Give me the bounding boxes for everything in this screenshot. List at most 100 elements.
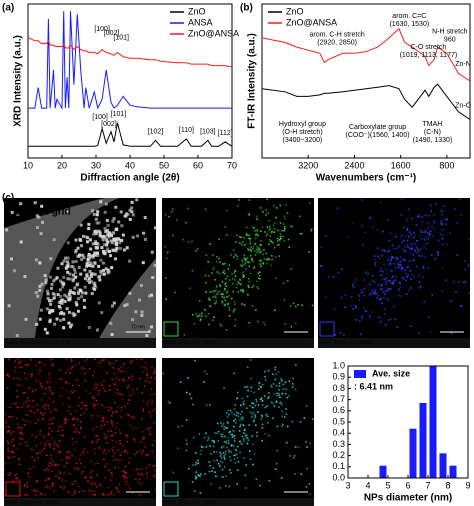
signal-dot xyxy=(48,388,51,391)
signal-dot xyxy=(208,313,210,315)
signal-dot xyxy=(244,258,246,260)
signal-dot xyxy=(47,432,50,435)
signal-dot xyxy=(127,384,130,387)
signal-dot xyxy=(306,467,308,470)
signal-dot xyxy=(110,415,113,417)
scale-label: 70 nm xyxy=(289,484,303,490)
signal-dot xyxy=(63,465,66,468)
signal-dot xyxy=(232,249,235,252)
signal-dot xyxy=(154,469,156,472)
signal-dot xyxy=(436,251,439,253)
signal-dot xyxy=(247,248,249,250)
signal-dot xyxy=(434,258,437,260)
signal-dot xyxy=(57,430,60,432)
signal-dot xyxy=(428,214,430,217)
signal-dot xyxy=(285,441,288,444)
signal-dot xyxy=(241,290,243,292)
annotation: Hydroxyl group xyxy=(279,121,326,128)
signal-dot xyxy=(88,281,92,285)
signal-dot xyxy=(118,393,121,395)
x-tick-label: 10 xyxy=(23,160,33,170)
signal-dot xyxy=(98,234,102,238)
signal-dot xyxy=(429,330,432,333)
signal-dot xyxy=(94,383,97,385)
signal-dot xyxy=(150,376,152,379)
signal-dot xyxy=(360,289,363,292)
signal-dot xyxy=(201,446,203,448)
signal-dot xyxy=(14,402,16,405)
signal-dot xyxy=(108,385,111,387)
signal-dot xyxy=(209,464,211,467)
signal-dot xyxy=(399,295,402,297)
signal-dot xyxy=(72,277,76,281)
signal-dot xyxy=(64,417,67,419)
signal-dot xyxy=(46,467,49,470)
signal-dot xyxy=(433,220,436,223)
signal-dot xyxy=(224,435,227,438)
signal-dot xyxy=(208,298,210,300)
signal-dot xyxy=(133,453,136,456)
signal-dot xyxy=(58,477,60,479)
signal-dot xyxy=(54,464,57,467)
signal-dot xyxy=(87,325,91,329)
signal-dot xyxy=(88,392,91,395)
signal-dot xyxy=(107,493,110,496)
signal-dot xyxy=(223,440,226,443)
signal-dot xyxy=(404,269,406,272)
signal-dot xyxy=(227,422,229,425)
signal-dot xyxy=(124,449,126,452)
signal-dot xyxy=(433,221,435,224)
signal-dot xyxy=(110,241,114,245)
signal-dot xyxy=(120,410,123,412)
annotation: [002] xyxy=(101,121,117,128)
signal-dot xyxy=(261,400,264,402)
signal-dot xyxy=(114,237,118,241)
signal-dot xyxy=(143,438,146,440)
signal-dot xyxy=(71,443,74,446)
signal-dot xyxy=(16,477,19,480)
signal-dot xyxy=(294,388,297,391)
signal-dot xyxy=(36,409,39,411)
signal-dot xyxy=(249,254,252,257)
signal-dot xyxy=(108,409,111,412)
signal-dot xyxy=(339,332,342,334)
signal-dot xyxy=(199,319,202,322)
annotation: (COO⁻)(1560, 1400) xyxy=(346,132,410,139)
series-line xyxy=(28,122,233,147)
signal-dot xyxy=(148,464,150,466)
signal-dot xyxy=(35,214,39,218)
signal-dot xyxy=(128,259,132,263)
signal-dot xyxy=(8,473,11,476)
signal-dot xyxy=(125,483,127,486)
signal-dot xyxy=(85,274,89,278)
signal-dot xyxy=(136,451,138,453)
signal-dot xyxy=(235,411,238,414)
signal-dot xyxy=(164,245,166,248)
signal-dot xyxy=(37,215,41,219)
signal-dot xyxy=(95,213,99,217)
signal-dot xyxy=(141,391,144,394)
signal-dot xyxy=(281,410,284,413)
signal-dot xyxy=(211,470,213,472)
signal-dot xyxy=(97,275,101,279)
signal-dot xyxy=(145,453,148,456)
signal-dot xyxy=(285,388,288,391)
signal-dot xyxy=(30,448,33,451)
signal-dot xyxy=(246,293,249,296)
signal-dot xyxy=(120,393,123,396)
signal-dot xyxy=(412,258,415,261)
signal-dot xyxy=(27,363,30,366)
signal-dot xyxy=(224,226,227,228)
signal-dot xyxy=(111,455,114,458)
signal-dot xyxy=(441,213,444,216)
signal-dot xyxy=(77,265,81,269)
signal-dot xyxy=(417,216,420,219)
signal-dot xyxy=(361,199,364,201)
signal-dot xyxy=(148,329,152,333)
signal-dot xyxy=(241,435,244,438)
signal-dot xyxy=(378,257,381,260)
signal-dot xyxy=(128,488,131,491)
signal-dot xyxy=(50,286,54,290)
signal-dot xyxy=(266,262,269,265)
signal-dot xyxy=(383,263,385,266)
